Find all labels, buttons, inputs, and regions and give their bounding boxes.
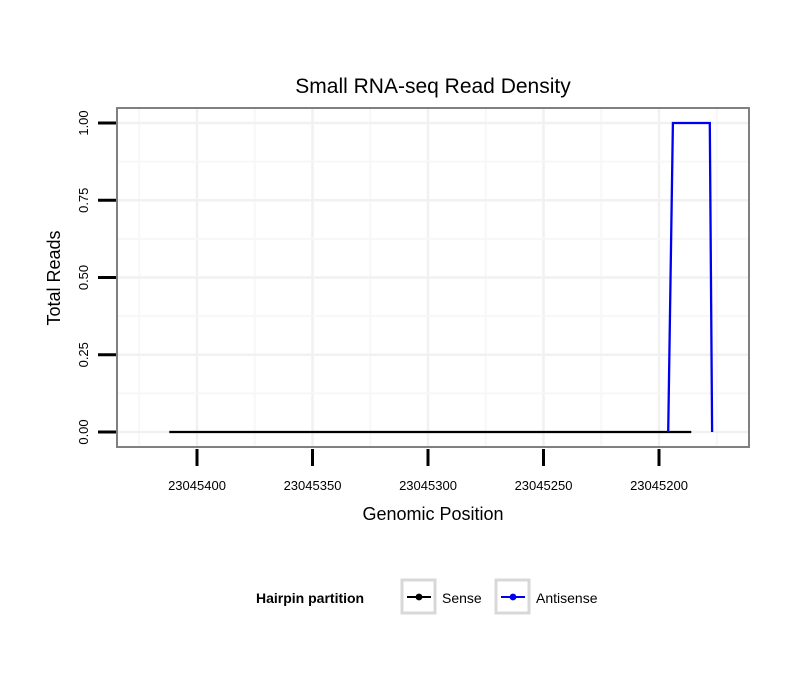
y-tick-label-0: 0.00 <box>76 419 91 444</box>
y-axis-title: Total Reads <box>44 230 64 325</box>
x-tick-label-4: 23045200 <box>630 478 688 493</box>
x-tick-label-1: 23045350 <box>284 478 342 493</box>
legend: Hairpin partition Sense Antisense <box>256 578 598 615</box>
y-tick-label-2: 0.50 <box>76 265 91 290</box>
legend-label-sense: Sense <box>442 590 482 606</box>
legend-item-antisense: Antisense <box>494 578 598 615</box>
plot-panel-border <box>116 107 750 448</box>
x-tick-label-3: 23045250 <box>515 478 573 493</box>
y-tick-label-1: 0.25 <box>76 342 91 367</box>
axes: 23045400 23045350 23045300 23045250 23045200… <box>76 110 688 493</box>
legend-label-antisense: Antisense <box>536 590 598 606</box>
legend-dot-antisense <box>509 593 517 601</box>
x-tick-label-0: 23045400 <box>168 478 226 493</box>
y-tick-label-4: 1.00 <box>76 110 91 135</box>
legend-item-sense: Sense <box>400 578 482 615</box>
data-series <box>169 121 714 434</box>
y-tick-label-3: 0.75 <box>76 188 91 213</box>
legend-title: Hairpin partition <box>256 590 364 606</box>
chart-title: Small RNA-seq Read Density <box>295 75 571 98</box>
x-axis-title: Genomic Position <box>362 504 503 524</box>
legend-dot-sense <box>415 593 423 601</box>
series-line-antisense <box>667 121 714 433</box>
x-tick-label-2: 23045300 <box>399 478 457 493</box>
grid-lines <box>117 108 749 447</box>
